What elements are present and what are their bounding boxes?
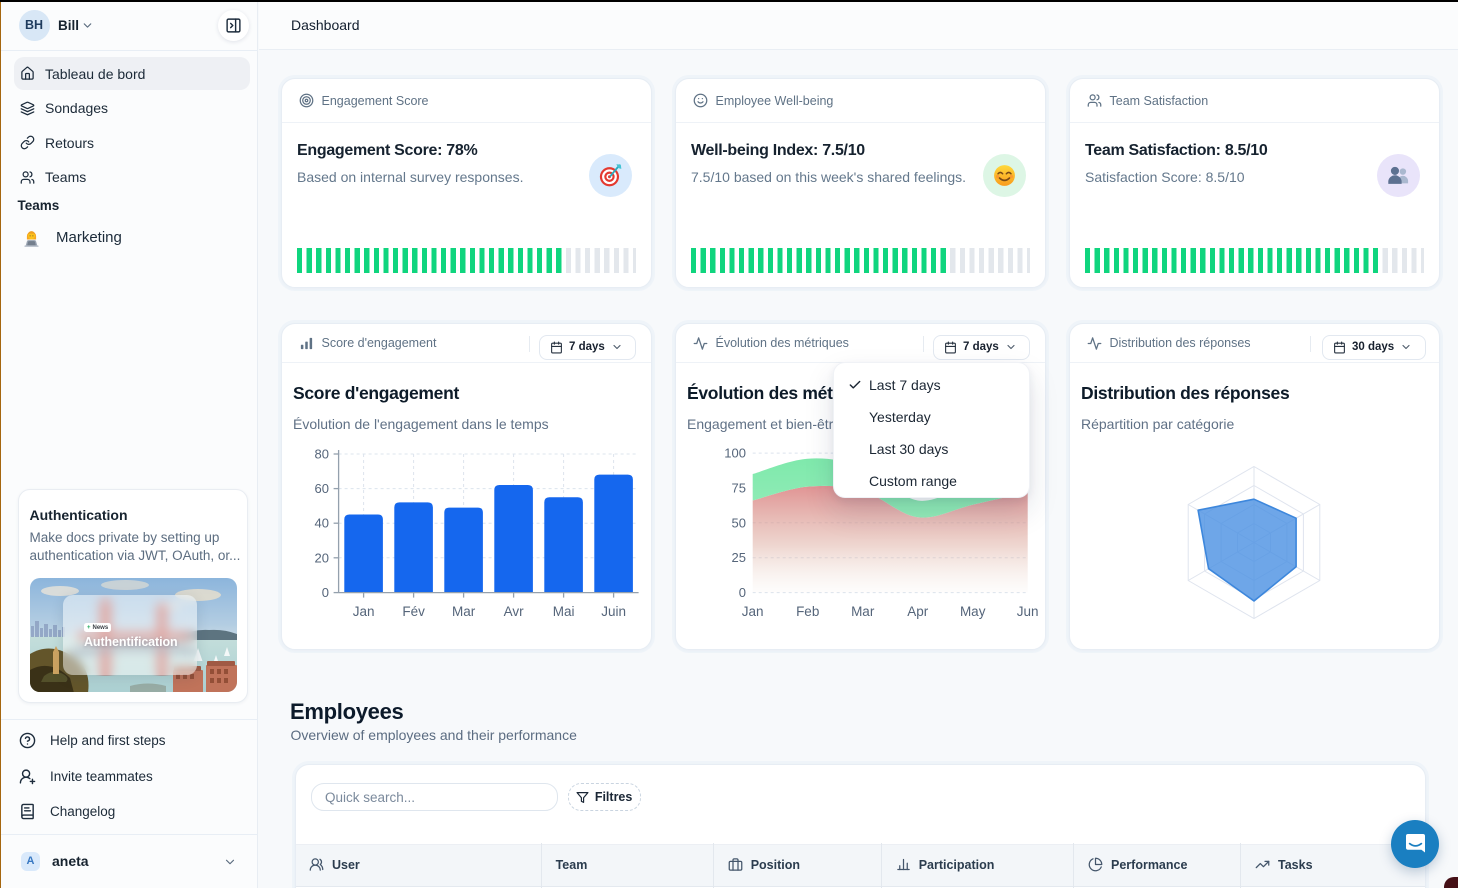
svg-text:20: 20 <box>315 550 329 565</box>
svg-text:25: 25 <box>732 550 746 565</box>
svg-text:Mar: Mar <box>452 604 476 619</box>
svg-text:Avr: Avr <box>504 604 525 619</box>
svg-text:Juin: Juin <box>601 604 626 619</box>
svg-text:Feb: Feb <box>796 604 819 619</box>
svg-text:Fév: Fév <box>402 604 425 619</box>
svg-text:0: 0 <box>322 585 329 600</box>
svg-text:80: 80 <box>315 447 329 462</box>
svg-text:Jan: Jan <box>353 604 375 619</box>
svg-text:Jun: Jun <box>1017 604 1039 619</box>
svg-text:Apr: Apr <box>907 604 929 619</box>
svg-text:50: 50 <box>732 515 746 530</box>
svg-text:0: 0 <box>739 585 746 600</box>
svg-text:60: 60 <box>315 481 329 496</box>
svg-text:40: 40 <box>315 516 329 531</box>
svg-text:Mai: Mai <box>553 604 575 619</box>
svg-text:Mar: Mar <box>851 604 875 619</box>
svg-text:May: May <box>960 604 986 619</box>
svg-text:75: 75 <box>732 481 746 496</box>
svg-text:100: 100 <box>724 446 746 461</box>
svg-text:Jan: Jan <box>742 604 764 619</box>
